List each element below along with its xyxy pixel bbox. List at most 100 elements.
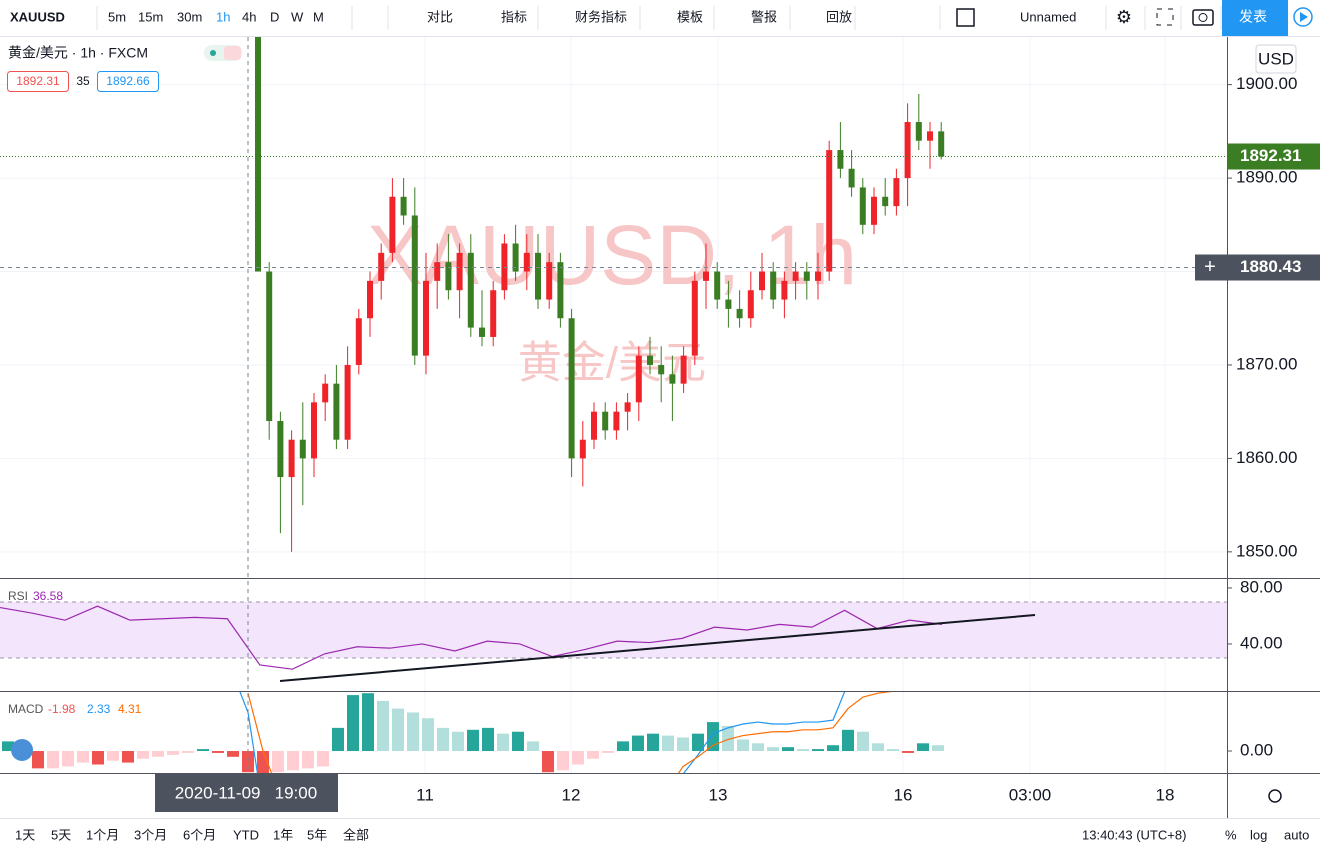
macd-bar: [662, 735, 674, 752]
candle-body: [893, 178, 900, 207]
candle-body: [546, 262, 553, 300]
candle-body: [703, 271, 709, 281]
macd-bar: [32, 751, 44, 769]
toolbar-button[interactable]: 警报: [751, 9, 777, 24]
range-button[interactable]: 1天: [15, 827, 35, 842]
interval[interactable]: 15m: [138, 9, 163, 24]
x-tick-label: 11: [416, 785, 434, 804]
range-button[interactable]: 1个月: [86, 827, 119, 842]
interval[interactable]: 4h: [242, 9, 256, 24]
logo-icon[interactable]: [11, 739, 33, 761]
candle-body: [815, 271, 821, 281]
settings-icon[interactable]: [1268, 789, 1282, 803]
ask: 1892.66: [106, 74, 150, 88]
x-tick-label: 12: [562, 785, 581, 804]
replay-icon[interactable]: [1293, 7, 1313, 27]
macd-bar: [137, 751, 149, 759]
candle-body: [938, 131, 945, 157]
macd-bar: [452, 731, 464, 752]
interval[interactable]: 5m: [108, 9, 126, 24]
settings-icon[interactable]: ⚙: [1116, 7, 1132, 27]
rsi-band: [0, 601, 1227, 658]
range-button[interactable]: 3个月: [134, 827, 167, 842]
currency-box[interactable]: [1255, 44, 1297, 74]
interval[interactable]: M: [313, 9, 324, 24]
macd-bar: [722, 725, 734, 752]
candle-body: [277, 421, 284, 478]
ask-box: [97, 71, 159, 92]
macd-bar: [917, 743, 929, 752]
toolbar-button[interactable]: 指标: [501, 9, 527, 24]
range-button[interactable]: 全部: [343, 827, 369, 842]
candle-body: [355, 318, 362, 365]
candle-body: [658, 364, 665, 375]
macd-bar: [857, 731, 869, 752]
auto-toggle[interactable]: auto: [1284, 827, 1309, 842]
macd-bar: [782, 747, 794, 752]
interval[interactable]: D: [270, 9, 279, 24]
macd-bar: [752, 743, 764, 752]
fullscreen-icon[interactable]: [1156, 8, 1174, 26]
macd-bar: [362, 693, 374, 752]
candle-body: [602, 411, 609, 431]
range-button[interactable]: YTD: [233, 827, 259, 842]
candle-body: [770, 271, 777, 300]
candle-body: [848, 168, 855, 188]
y-tick-label: 1850.00: [1236, 541, 1297, 560]
snapshot-icon[interactable]: [1192, 9, 1214, 26]
y-tick-label: 80.00: [1240, 577, 1283, 596]
candle-body: [871, 196, 877, 225]
macd-bar: [482, 727, 494, 752]
percent-toggle[interactable]: %: [1225, 827, 1237, 842]
crosshair-time: 2020-11-09 19:00: [175, 783, 317, 802]
macd-bar: [887, 749, 899, 752]
macd-bar: [707, 722, 719, 752]
candle-body: [445, 262, 452, 291]
rect-icon[interactable]: [956, 8, 975, 27]
interval[interactable]: 30m: [177, 9, 202, 24]
candle-body: [680, 355, 687, 384]
macd-bar: [932, 745, 944, 752]
macd-bar: [467, 729, 479, 752]
candle-body: [759, 271, 765, 291]
range-button[interactable]: 5年: [307, 827, 327, 842]
macd-bar: [737, 739, 749, 752]
interval[interactable]: W: [291, 9, 304, 24]
candle-body: [400, 196, 407, 216]
macd-bar: [677, 737, 689, 752]
range-button[interactable]: 5天: [51, 827, 71, 842]
layout-name[interactable]: Unnamed: [1020, 9, 1076, 24]
toolbar-button[interactable]: 模板: [677, 9, 703, 24]
candle-body: [255, 37, 261, 272]
macd-bar: [242, 751, 254, 773]
toolbar-button[interactable]: 财务指标: [575, 9, 627, 24]
candle-body: [859, 187, 866, 225]
macd-bar: [422, 718, 434, 752]
toolbar: [0, 0, 1320, 36]
macd-bar: [767, 747, 779, 752]
macd-bar: [842, 729, 854, 752]
symbol[interactable]: XAUUSD: [10, 9, 65, 24]
candle-body: [322, 383, 329, 403]
log-toggle[interactable]: log: [1250, 827, 1267, 842]
macd-bar: [872, 743, 884, 752]
range-button[interactable]: 6个月: [183, 827, 216, 842]
candle-body: [288, 439, 295, 478]
macd-bar: [332, 727, 344, 752]
candle-body: [568, 318, 575, 459]
candle-body: [624, 402, 631, 412]
macd-bar: [497, 733, 509, 752]
macd-bar: [632, 735, 644, 752]
range-button[interactable]: 1年: [273, 827, 293, 842]
publish-button[interactable]: [1222, 0, 1288, 36]
toolbar-button[interactable]: 对比: [427, 9, 453, 24]
toolbar-button[interactable]: 回放: [826, 9, 852, 24]
interval[interactable]: 1h: [216, 9, 230, 24]
macd-bar: [182, 751, 194, 753]
status-dot: [210, 50, 216, 56]
macd-name: MACD: [8, 702, 44, 716]
candle-body: [535, 252, 541, 300]
candle-body: [467, 252, 474, 328]
macd-bar: [617, 741, 629, 752]
